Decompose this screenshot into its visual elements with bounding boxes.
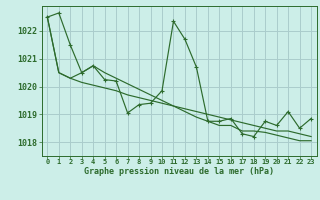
X-axis label: Graphe pression niveau de la mer (hPa): Graphe pression niveau de la mer (hPa) (84, 167, 274, 176)
